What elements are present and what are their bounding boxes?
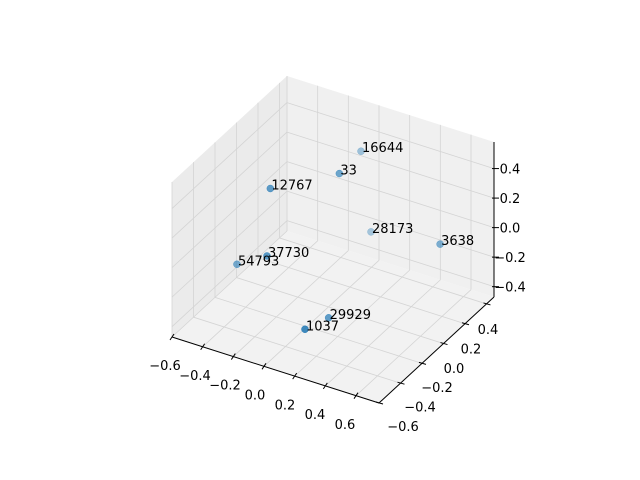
grid-line-z (171, 220, 288, 327)
grid-line-x (294, 269, 410, 377)
y-tick-label: −0.2 (421, 381, 453, 396)
point-label: 37730 (268, 246, 309, 261)
grid-line-x (325, 279, 441, 387)
x-tick-mark (230, 353, 236, 360)
tick-labels: −0.6−0.4−0.20.00.20.40.6 −0.6−0.4−0.20.00… (149, 163, 526, 435)
data-point (301, 325, 309, 334)
z-tick-label: 0.0 (500, 222, 521, 237)
grid-lines (171, 76, 495, 404)
point-label: 12767 (271, 179, 312, 194)
grid-line-z (171, 190, 288, 298)
data-point (266, 184, 275, 193)
grid-line-z (286, 131, 495, 199)
z-tick-label: −0.2 (494, 251, 526, 266)
grid-line-z (171, 131, 288, 239)
x-tick-label: 0.4 (305, 408, 326, 423)
x-tick-mark (353, 392, 359, 399)
point-label: 3638 (441, 234, 474, 249)
grid-line-z (286, 190, 495, 258)
x-tick-label: −0.2 (209, 379, 241, 394)
point-label: 1037 (306, 319, 339, 334)
point-label: 28173 (372, 222, 413, 237)
y-tick-label: −0.4 (404, 401, 436, 416)
x-tick-label: −0.6 (149, 359, 181, 374)
z-tick-label: 0.2 (500, 192, 521, 207)
grid-line-y (214, 296, 423, 364)
x-tick-mark (261, 363, 267, 370)
y-tick-mark (375, 401, 384, 405)
grid-line-y (257, 257, 466, 325)
data-point (233, 260, 241, 269)
y-axis-line (378, 296, 495, 404)
grid-line-y (236, 277, 444, 344)
x-tick-label: 0.2 (275, 398, 296, 413)
data-point (335, 169, 344, 178)
data-point (263, 252, 271, 260)
grid-line-x (233, 250, 349, 357)
grid-line-y (193, 316, 401, 384)
x-tick-mark (200, 343, 206, 351)
point-label: 54793 (238, 254, 279, 269)
y-tick-mark (483, 302, 491, 306)
x-tick-label: 0.0 (245, 389, 266, 404)
data-point (357, 147, 365, 155)
point-label: 33 (340, 164, 357, 179)
y-tick-mark (418, 361, 427, 365)
y-tick-label: 0.4 (478, 323, 499, 338)
grid-line-x (355, 289, 472, 396)
point-label: 16644 (362, 141, 403, 156)
grid-line-z (286, 161, 495, 229)
y-tick-label: −0.6 (387, 420, 419, 435)
grid-line-z (286, 102, 495, 169)
grid-line-z (171, 161, 288, 268)
data-point (324, 314, 333, 322)
x-tick-label: −0.4 (179, 369, 211, 384)
x-tick-mark (322, 382, 328, 390)
x-axis-line (171, 336, 380, 404)
point-label: 29929 (330, 308, 371, 323)
data-point (436, 240, 444, 248)
grid-line-z (171, 102, 288, 209)
y-tick-mark (440, 342, 448, 346)
z-tick-label: 0.4 (500, 163, 521, 178)
grid-line-y (279, 237, 487, 305)
data-point (367, 228, 375, 236)
x-tick-label: 0.6 (335, 418, 356, 433)
grid-line-z (286, 220, 495, 288)
y-tick-label: 0.2 (461, 342, 482, 357)
y-tick-mark (397, 381, 405, 385)
x-tick-mark (169, 333, 175, 341)
z-tick-label: −0.4 (494, 281, 526, 296)
grid-line-x (171, 230, 288, 338)
axis-lines (169, 142, 499, 405)
y-tick-mark (461, 322, 470, 326)
grid-line-x (263, 260, 380, 367)
y-tick-label: 0.0 (444, 362, 465, 377)
grid-line-x (202, 240, 318, 348)
x-tick-mark (292, 372, 298, 380)
floor-pane (172, 231, 494, 403)
